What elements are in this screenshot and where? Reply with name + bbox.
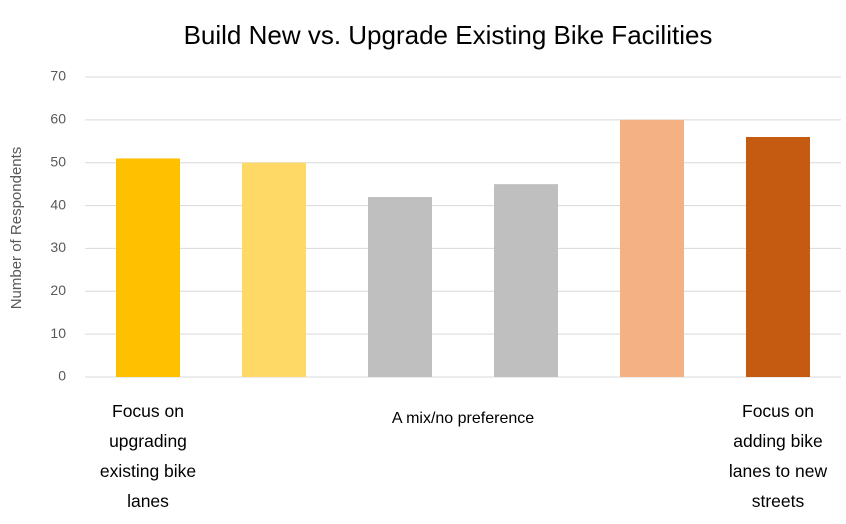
bar (115, 158, 181, 377)
bar (619, 119, 685, 377)
y-tick-label: 50 (50, 153, 66, 169)
category-annotation: A mix/no preference (391, 410, 535, 427)
y-tick-label: 30 (50, 239, 66, 255)
y-tick-label: 70 (50, 68, 66, 84)
bar (241, 162, 307, 377)
y-tick-label: 40 (50, 196, 66, 212)
bar (367, 197, 433, 377)
chart-title: Build New vs. Upgrade Existing Bike Faci… (184, 20, 713, 50)
y-tick-label: 20 (50, 282, 66, 298)
y-axis-label: Number of Respondents (8, 147, 25, 310)
y-tick-label: 0 (58, 368, 66, 384)
y-tick-label: 10 (50, 325, 66, 341)
y-tick-label: 60 (50, 111, 66, 127)
x-tick-label: Focus on upgrading existing bike lanes (99, 401, 197, 511)
bar (493, 184, 559, 377)
bar (745, 137, 811, 377)
x-tick-label: Focus on adding bike lanes to new street… (728, 401, 828, 511)
